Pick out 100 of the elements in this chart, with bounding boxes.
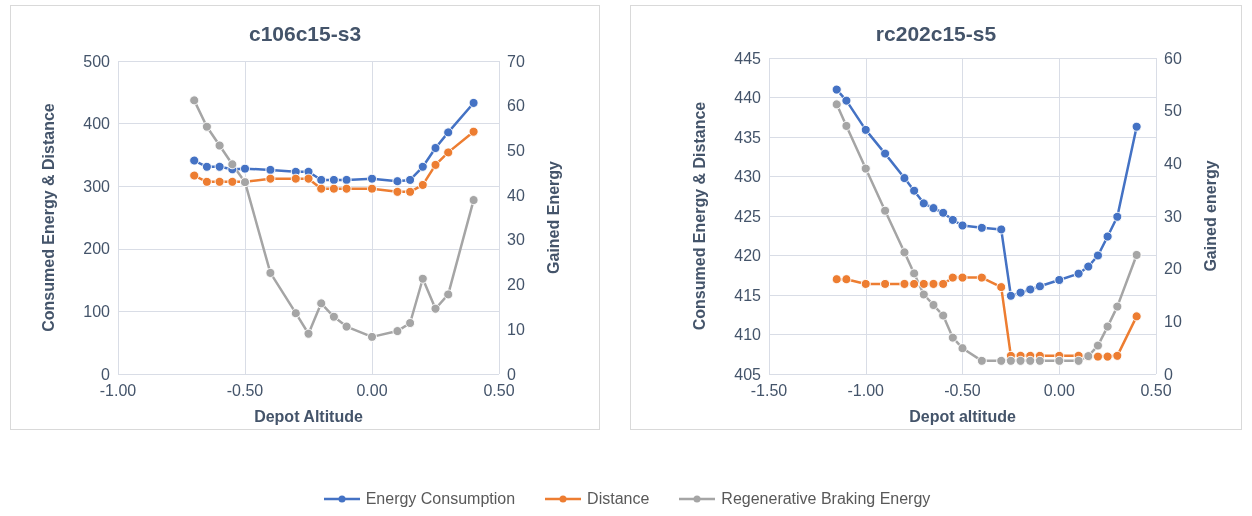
point [909, 185, 920, 196]
y-tick-label: 200 [83, 240, 111, 258]
point [316, 183, 327, 194]
x-axis-title: Depot Altitude [254, 407, 363, 425]
y2-tick-label: 0 [507, 365, 516, 383]
point [468, 126, 479, 137]
point [1102, 321, 1113, 332]
y-tick-label: 415 [734, 286, 762, 304]
point [957, 272, 968, 283]
point [976, 272, 987, 283]
y2-tick-label: 70 [507, 52, 525, 70]
y-tick-label: 500 [83, 52, 111, 70]
y2-tick-label: 20 [1164, 260, 1182, 278]
point [417, 179, 428, 190]
point [214, 140, 225, 151]
point [899, 247, 910, 258]
point [947, 214, 958, 225]
point [417, 273, 428, 284]
point [996, 224, 1007, 235]
point [1054, 355, 1065, 366]
point [405, 186, 416, 197]
point [938, 207, 949, 218]
x-tick-label: -1.50 [750, 381, 788, 399]
point [405, 174, 416, 185]
point [957, 220, 968, 231]
point [831, 274, 842, 285]
point [1034, 355, 1045, 366]
y2-tick-label: 60 [1164, 49, 1182, 67]
y-tick-label: 430 [734, 168, 762, 185]
point [265, 164, 276, 175]
point [405, 318, 416, 329]
point [240, 163, 250, 174]
point [1112, 301, 1123, 312]
point [328, 174, 339, 185]
point [1005, 290, 1016, 301]
point [1073, 268, 1084, 279]
point [1092, 340, 1103, 351]
point [947, 332, 958, 343]
point [880, 148, 891, 159]
y-axis-title: Consumed Energy & Distance [39, 103, 57, 332]
point [430, 143, 441, 154]
point [1015, 355, 1026, 366]
y2-tick-label: 30 [1164, 207, 1182, 225]
point [831, 84, 842, 95]
point [328, 183, 339, 194]
point [328, 311, 339, 322]
point [880, 205, 891, 216]
point [928, 278, 939, 289]
point [392, 176, 403, 187]
point [201, 176, 212, 187]
x-tick-label: -1.00 [847, 381, 885, 399]
point [443, 289, 454, 300]
point [227, 176, 238, 187]
legend-label: Regenerative Braking Energy [721, 490, 931, 508]
point [947, 272, 958, 283]
x-tick-label: -0.50 [226, 381, 264, 399]
point [928, 203, 939, 214]
point [1131, 249, 1142, 260]
point [367, 331, 377, 342]
point [443, 127, 454, 138]
x-axis-title: Depot altitude [909, 407, 1016, 425]
point [265, 173, 276, 184]
point [1073, 355, 1084, 366]
point [392, 326, 403, 337]
point [1112, 350, 1123, 361]
x-tick-label: 0.50 [1140, 381, 1172, 399]
point [290, 173, 301, 184]
y2-tick-label: 50 [1164, 102, 1182, 120]
point [841, 274, 852, 285]
point [996, 355, 1007, 366]
point [1102, 231, 1113, 242]
chart-title: c106c15-s3 [248, 22, 362, 45]
chart-title: rc202c15-s5 [875, 22, 997, 45]
point [918, 198, 929, 209]
point [938, 310, 949, 321]
point [880, 278, 891, 289]
y-tick-label: 410 [734, 326, 762, 343]
y2-tick-label: 10 [1164, 312, 1182, 330]
point [1054, 274, 1065, 285]
point [1092, 250, 1103, 261]
y2-tick-label: 10 [507, 320, 525, 338]
point [1131, 121, 1142, 132]
point [938, 278, 949, 289]
y-tick-label: 425 [734, 207, 762, 225]
point [1005, 355, 1016, 366]
point [976, 222, 987, 233]
y-tick-label: 440 [734, 89, 762, 106]
point [899, 173, 910, 184]
point [918, 278, 929, 289]
point [303, 328, 314, 339]
y2-tick-label: 60 [507, 97, 525, 115]
y-tick-label: 420 [734, 247, 762, 264]
point [1131, 311, 1142, 322]
y2-tick-label: 50 [507, 141, 525, 159]
y-tick-label: 445 [734, 49, 762, 67]
point [341, 183, 352, 194]
x-tick-label: -1.00 [99, 381, 137, 399]
point [316, 174, 327, 185]
point [443, 147, 454, 158]
point [201, 161, 212, 172]
